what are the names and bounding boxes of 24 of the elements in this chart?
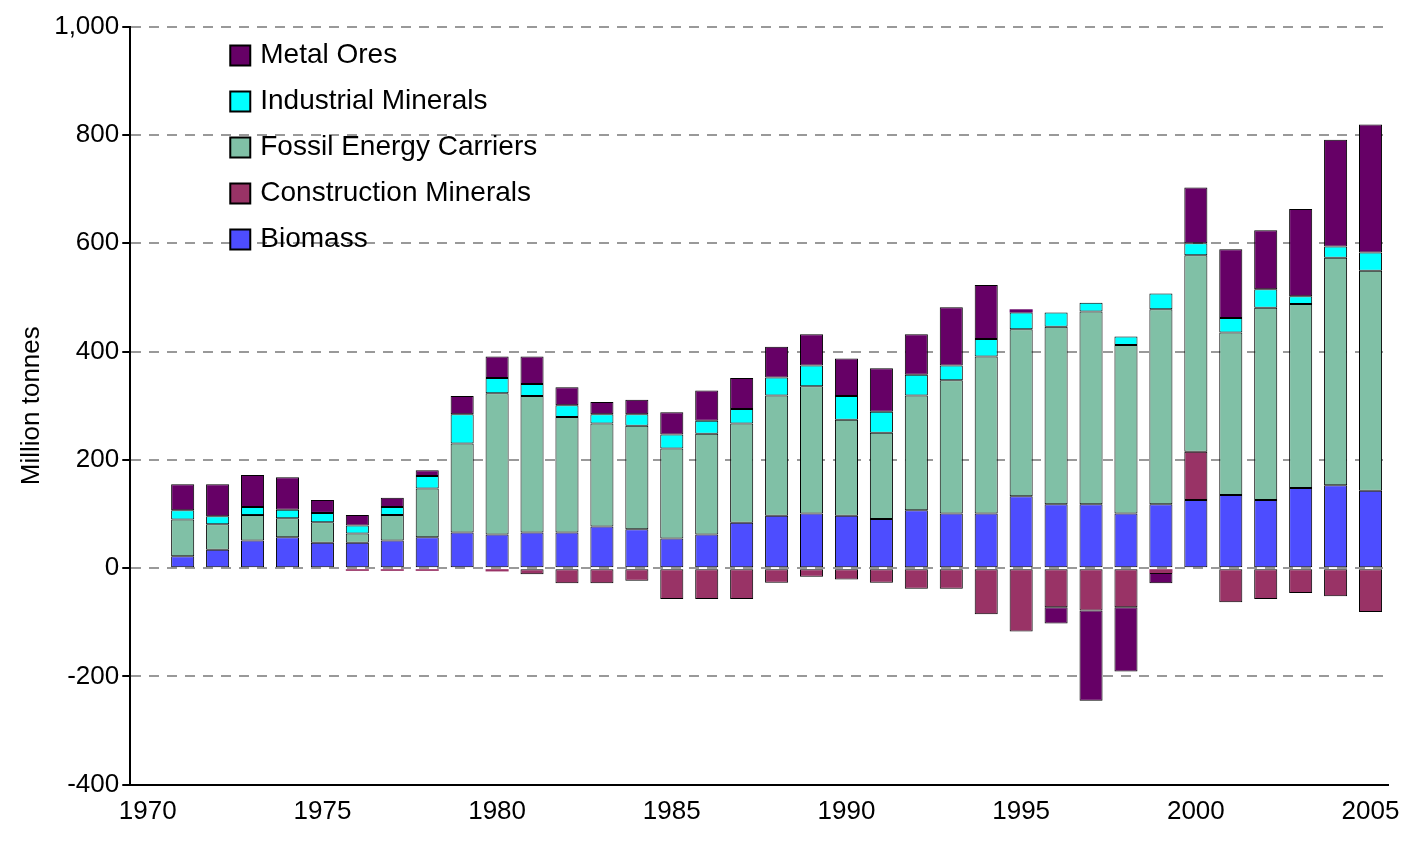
x-tick-label: 1995	[992, 794, 1051, 825]
x-tick-label: 2000	[1166, 794, 1225, 825]
legend-label: Fossil Energy Carriers	[260, 130, 538, 162]
x-tick-label: 1980	[468, 794, 527, 825]
y-tick-label: -400	[67, 767, 120, 798]
y-axis-title: Million tonnes	[14, 326, 45, 486]
y-tick-label: 200	[75, 443, 120, 474]
y-tick-label: 0	[104, 551, 120, 582]
legend-label: Metal Ores	[260, 38, 398, 70]
y-tick-label: 600	[75, 226, 120, 257]
x-tick-label: 1975	[293, 794, 352, 825]
y-tick-label: 800	[75, 118, 120, 149]
x-tick-label: 2005	[1341, 794, 1400, 825]
x-tick-label: 1985	[642, 794, 701, 825]
bar	[1009, 309, 1033, 313]
x-tick-label: 1990	[817, 794, 876, 825]
legend-label: Industrial Minerals	[260, 84, 488, 116]
y-tick-label: -200	[67, 659, 120, 690]
y-tick-label: 1,000	[54, 9, 120, 40]
legend-label: Biomass	[260, 222, 368, 254]
y-tick-label: 400	[75, 334, 120, 365]
bar	[1149, 569, 1173, 574]
legend-label: Construction Minerals	[260, 176, 532, 208]
x-tick-label: 1970	[118, 794, 177, 825]
